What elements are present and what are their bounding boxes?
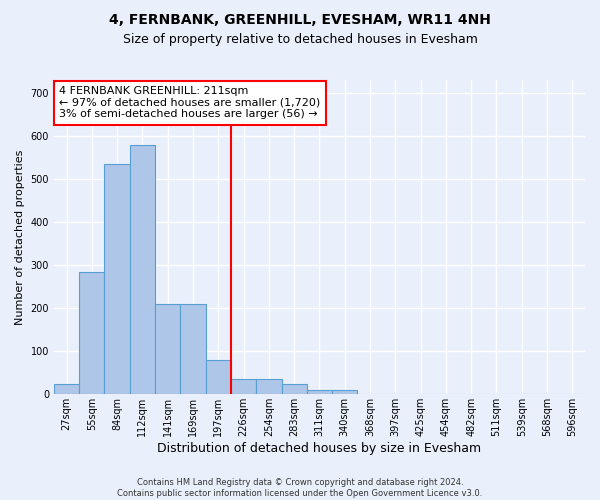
X-axis label: Distribution of detached houses by size in Evesham: Distribution of detached houses by size … (157, 442, 482, 455)
Bar (281, 384, 307, 394)
Y-axis label: Number of detached properties: Number of detached properties (15, 150, 25, 325)
Text: 4 FERNBANK GREENHILL: 211sqm
← 97% of detached houses are smaller (1,720)
3% of : 4 FERNBANK GREENHILL: 211sqm ← 97% of de… (59, 86, 320, 120)
Text: Contains HM Land Registry data © Crown copyright and database right 2024.
Contai: Contains HM Land Registry data © Crown c… (118, 478, 482, 498)
Bar (307, 390, 332, 394)
Text: 4, FERNBANK, GREENHILL, EVESHAM, WR11 4NH: 4, FERNBANK, GREENHILL, EVESHAM, WR11 4N… (109, 12, 491, 26)
Text: Size of property relative to detached houses in Evesham: Size of property relative to detached ho… (122, 32, 478, 46)
Bar (206, 360, 231, 394)
Bar (104, 164, 130, 394)
Bar (181, 304, 206, 394)
Bar (332, 390, 358, 394)
Bar (130, 144, 155, 394)
Bar (155, 304, 181, 394)
Bar (79, 272, 104, 394)
Bar (54, 384, 79, 394)
Bar (256, 379, 281, 394)
Bar (231, 379, 256, 394)
